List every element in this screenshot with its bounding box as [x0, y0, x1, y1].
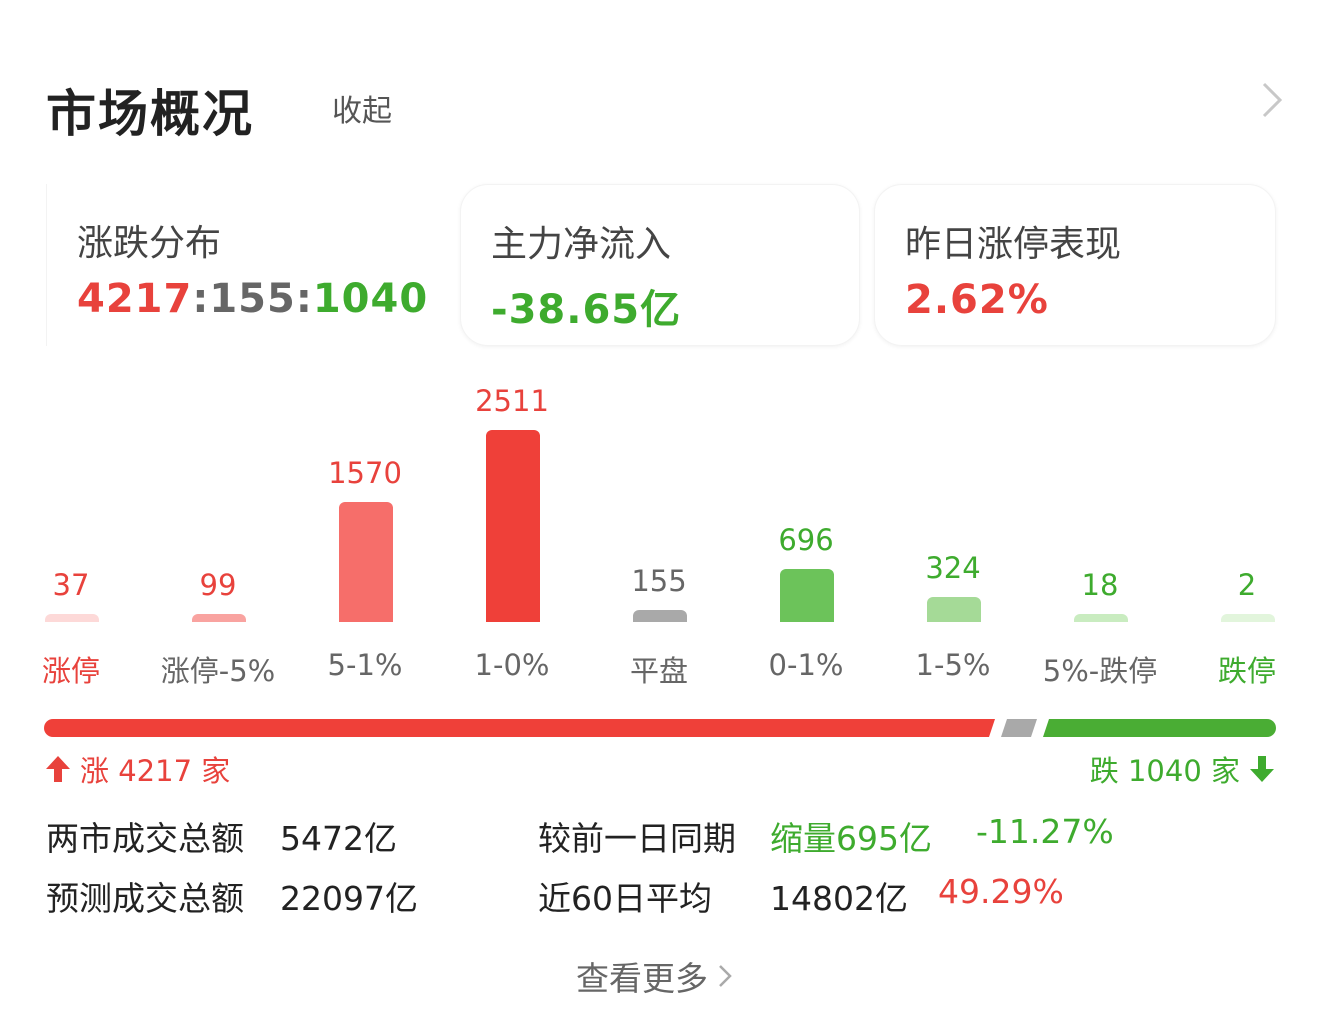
limit-up-performance-label: 昨日涨停表现	[905, 224, 1122, 265]
bar-value-label: 696	[778, 523, 834, 557]
collapse-button[interactable]: 收起	[332, 94, 392, 129]
limit-up-performance-value: 2.62%	[905, 277, 1049, 323]
bar	[1074, 614, 1128, 622]
bar	[1221, 614, 1275, 622]
bar	[45, 614, 99, 622]
market-overview-header: 市场概况 收起	[46, 74, 1286, 143]
bar-value-label: 1570	[328, 456, 402, 490]
bar	[633, 610, 687, 622]
distribution-bar-chart: 37 涨停 99 涨停-5% 1570 5-1% 2511 1-0% 155 平盘 696 0-1% 3…	[0, 380, 1320, 700]
net-inflow-card[interactable]: 主力净流入 -38.65亿	[460, 184, 860, 346]
bar	[927, 597, 981, 622]
bar	[339, 502, 393, 622]
down-count-label: 跌 1040 家	[1089, 754, 1240, 788]
distribution-separator: :	[192, 276, 210, 322]
bar	[486, 430, 540, 622]
bar-value-label: 324	[925, 551, 981, 585]
up-down-ratio-bar	[44, 719, 1276, 737]
bar-group: 155 平盘	[604, 380, 714, 700]
compare-prev-day-label: 较前一日同期	[538, 819, 736, 858]
distribution-separator: :	[295, 276, 313, 322]
bar-category-label: 平盘	[629, 654, 688, 688]
predicted-turnover-label: 预测成交总额	[46, 879, 244, 918]
bar-value-label: 99	[199, 568, 237, 602]
bar-value-label: 37	[52, 568, 90, 602]
up-count-text: 涨 4217 家	[44, 748, 230, 790]
bar-group: 324 1-5%	[898, 380, 1008, 700]
sixty-day-average-pct: 49.29%	[938, 872, 1064, 911]
page-title: 市场概况	[46, 85, 254, 143]
sixty-day-average-value: 14802亿	[770, 879, 908, 918]
view-more-button[interactable]: 查看更多	[576, 952, 732, 1000]
stat-row-predicted-turnover: 预测成交总额 22097亿 近60日平均 14802亿 49.29%	[46, 872, 1286, 918]
ratio-down-segment	[1043, 719, 1276, 737]
predicted-turnover-value: 22097亿	[280, 879, 418, 918]
arrow-down-icon	[1250, 756, 1274, 782]
bar-group: 2511 1-0%	[457, 380, 567, 700]
net-inflow-label: 主力净流入	[491, 224, 672, 265]
bar-group: 1570 5-1%	[310, 380, 420, 700]
bar-group: 696 0-1%	[751, 380, 861, 700]
bar	[192, 614, 246, 622]
net-inflow-value: -38.65亿	[491, 287, 682, 333]
summary-cards: 涨跌分布 4217:155:1040 主力净流入 -38.65亿 昨日涨停表现 …	[46, 184, 1276, 346]
compare-prev-day-value: 缩量695亿	[770, 819, 932, 858]
ratio-flat-segment	[1001, 719, 1037, 737]
bar-value-label: 18	[1081, 568, 1119, 602]
turnover-stats: 两市成交总额 5472亿 较前一日同期 缩量695亿 -11.27% 预测成交总…	[46, 812, 1286, 922]
arrow-up-icon	[46, 756, 70, 782]
ratio-up-segment	[44, 719, 995, 737]
bar-value-label: 2	[1237, 568, 1257, 602]
down-count-text: 跌 1040 家	[1090, 748, 1276, 790]
bar-category-label: 1-5%	[915, 648, 991, 682]
total-turnover-label: 两市成交总额	[46, 819, 244, 858]
bar-group: 99 涨停-5%	[161, 380, 275, 700]
distribution-value: 4217:155:1040	[77, 276, 428, 322]
bar-category-label: 1-0%	[474, 648, 550, 682]
bar-value-label: 155	[631, 564, 687, 598]
bar	[780, 569, 834, 622]
bar-group: 37 涨停	[16, 380, 126, 700]
bar-group: 2 跌停	[1192, 380, 1302, 700]
limit-up-performance-card[interactable]: 昨日涨停表现 2.62%	[874, 184, 1276, 346]
compare-prev-day-pct: -11.27%	[976, 812, 1114, 851]
total-turnover-value: 5472亿	[280, 819, 397, 858]
distribution-flat-count: 155	[209, 276, 296, 322]
bar-category-label: 5%-跌停	[1042, 654, 1158, 688]
up-count-label: 涨 4217 家	[80, 754, 231, 788]
bar-category-label: 涨停-5%	[160, 654, 276, 688]
chevron-right-icon	[719, 965, 732, 987]
bar-category-label: 跌停	[1217, 654, 1276, 688]
bar-group: 18 5%-跌停	[1043, 380, 1157, 700]
bar-category-label: 0-1%	[768, 648, 844, 682]
distribution-card[interactable]: 涨跌分布 4217:155:1040	[46, 184, 427, 346]
distribution-up-count: 4217	[77, 276, 193, 322]
bar-value-label: 2511	[475, 384, 549, 418]
view-more-label: 查看更多	[576, 959, 708, 998]
distribution-down-count: 1040	[312, 276, 429, 322]
bar-category-label: 涨停	[41, 654, 100, 688]
stat-row-total-turnover: 两市成交总额 5472亿 较前一日同期 缩量695亿 -11.27%	[46, 812, 1286, 858]
bar-category-label: 5-1%	[327, 648, 403, 682]
sixty-day-average-label: 近60日平均	[538, 879, 712, 918]
ratio-legend: 涨 4217 家 跌 1040 家	[44, 748, 1276, 788]
chevron-right-icon[interactable]	[1256, 80, 1286, 120]
distribution-label: 涨跌分布	[77, 223, 222, 264]
